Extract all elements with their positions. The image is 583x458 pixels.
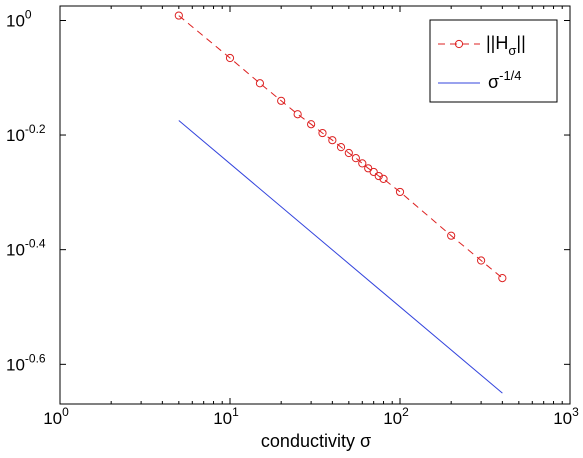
data-point [225, 53, 235, 63]
data-point [293, 110, 302, 119]
plot-frame [59, 5, 571, 405]
series-line-1 [178, 120, 503, 394]
y-tick-label: 10-0.2 [6, 122, 46, 145]
y-tick-label: 100 [6, 7, 32, 30]
x-axis-label: conductivity σ [261, 431, 371, 451]
legend: ||Hσ||σ-1/4 [429, 19, 558, 103]
data-point [336, 143, 346, 152]
data-point [277, 96, 286, 105]
x-tick-label: 101 [213, 405, 239, 428]
data-point [447, 231, 456, 240]
y-tick-label: 10-0.6 [6, 351, 46, 374]
legend-marker-0 [454, 39, 464, 49]
data-point [255, 79, 265, 88]
data-point [395, 187, 405, 197]
x-tick-label: 103 [553, 405, 579, 428]
data-point [174, 11, 183, 20]
data-point [498, 274, 507, 283]
data-point [328, 136, 337, 145]
y-tick-label: 10-0.4 [6, 237, 46, 260]
x-tick-label: 102 [383, 405, 409, 428]
x-tick-label: 100 [43, 405, 69, 428]
legend-box [429, 19, 558, 103]
data-point [379, 174, 388, 183]
data-point [369, 167, 378, 177]
data-point [318, 128, 327, 138]
data-point [344, 148, 353, 158]
data-point [358, 159, 367, 168]
data-point [351, 154, 360, 163]
data-point [374, 171, 383, 181]
data-point [477, 256, 486, 265]
data-point [307, 120, 316, 129]
